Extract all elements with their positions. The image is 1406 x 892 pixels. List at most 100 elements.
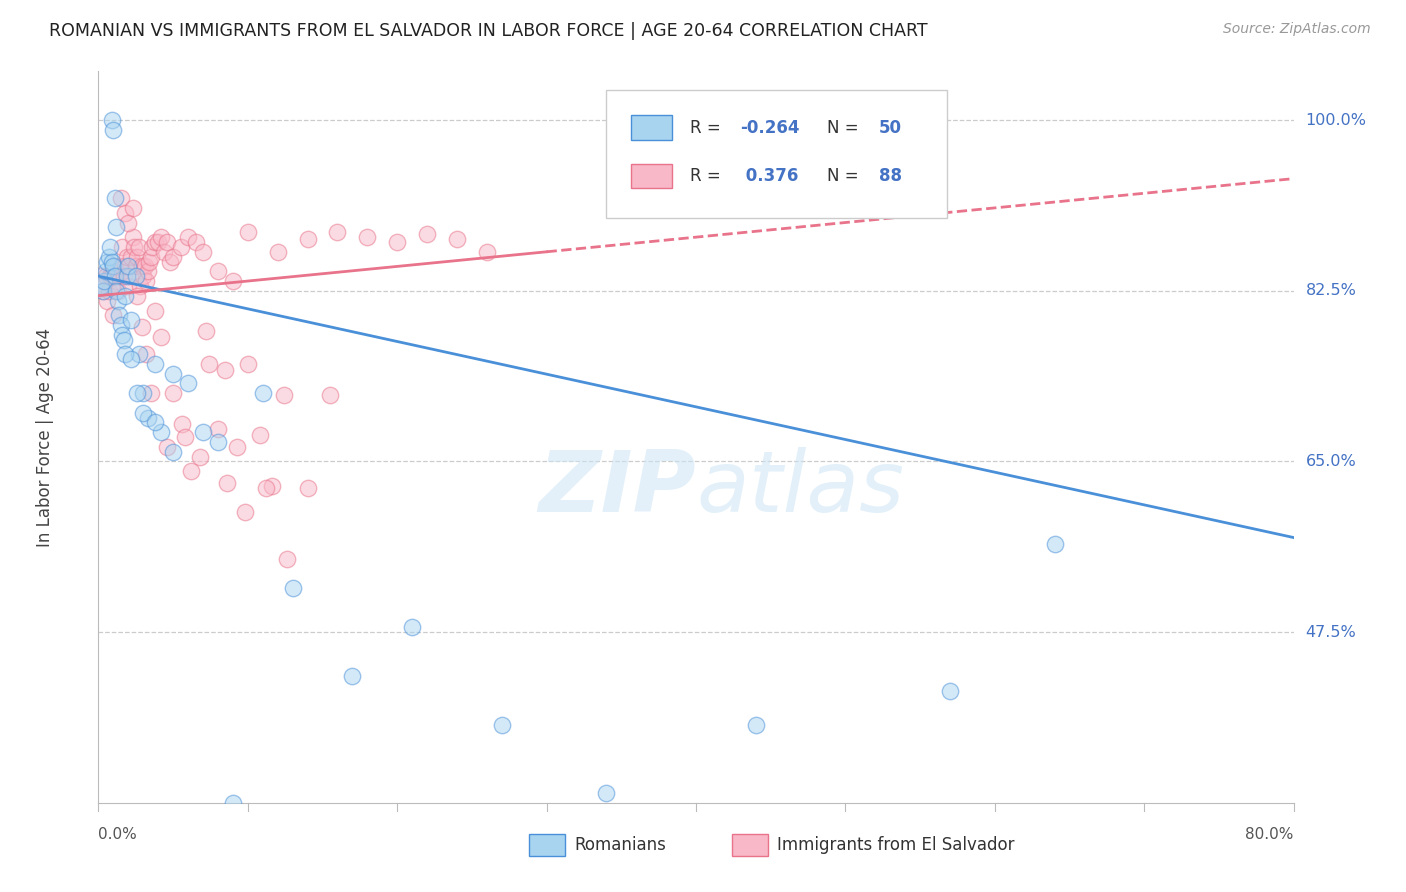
Text: R =: R = [690,167,725,185]
Point [103,123,125,137]
Point [128,240,150,254]
Text: 0.0%: 0.0% [98,827,138,842]
Point [117,215,139,229]
Point [416,227,439,242]
Text: -0.264: -0.264 [740,119,800,136]
Point [94,264,117,278]
Point [136,410,159,425]
Point [191,244,214,259]
Point [132,269,155,284]
Point [105,274,128,288]
Point [143,235,166,249]
Text: atlas: atlas [696,447,904,530]
Text: 47.5%: 47.5% [1306,624,1357,640]
Point [94,269,117,284]
Point [159,254,181,268]
Point [120,250,142,264]
Point [222,796,245,810]
Point [121,230,143,244]
Point [172,417,194,432]
Point [226,440,249,454]
Point [118,269,141,284]
Text: 0.376: 0.376 [740,167,799,185]
Point [135,347,157,361]
Point [207,434,229,449]
Point [233,505,256,519]
Point [215,475,238,490]
Point [132,386,155,401]
Text: 65.0%: 65.0% [1306,454,1357,469]
Point [111,240,134,254]
Point [475,244,498,259]
Point [162,367,184,381]
Point [101,254,124,268]
Point [939,683,962,698]
Point [125,269,148,284]
Point [249,428,271,442]
Point [156,440,179,454]
Point [177,230,200,244]
Point [207,264,229,278]
Point [114,288,136,302]
FancyBboxPatch shape [631,163,672,188]
Point [98,269,122,284]
Point [103,260,125,274]
Point [124,240,146,254]
Point [93,274,115,288]
Point [491,718,513,732]
Point [93,279,115,293]
Point [401,620,423,634]
Text: N =: N = [827,119,865,136]
Point [90,269,112,284]
Point [169,240,191,254]
Point [112,269,135,284]
Bar [733,834,768,856]
FancyBboxPatch shape [606,90,948,218]
Point [117,279,139,293]
Point [101,269,124,284]
Point [177,376,200,391]
Point [273,388,295,402]
Point [195,324,218,338]
Point [111,327,134,342]
Point [103,308,125,322]
Point [104,260,127,274]
Point [214,363,236,377]
Point [98,240,122,254]
Point [143,304,166,318]
Point [236,225,259,239]
Text: 50: 50 [879,119,901,136]
Point [319,388,342,402]
Point [108,269,131,284]
Point [297,232,319,246]
Point [107,293,129,308]
Point [150,230,173,244]
Point [1043,537,1066,551]
Point [125,260,148,274]
Point [120,313,142,327]
Point [143,416,166,430]
Point [138,254,160,268]
Text: 80.0%: 80.0% [1246,827,1294,842]
Point [135,274,157,288]
Point [254,481,277,495]
Point [207,422,229,436]
Point [91,284,114,298]
Point [131,260,153,274]
Text: R =: R = [690,119,725,136]
Point [115,269,138,284]
Point [174,430,197,444]
Point [97,284,120,298]
Point [91,284,114,298]
Point [326,225,349,239]
Text: ZIP: ZIP [538,447,696,530]
Point [267,244,290,259]
Point [191,425,214,440]
Point [252,386,274,401]
Point [134,260,156,274]
Point [121,201,143,215]
Point [156,235,179,249]
Point [153,244,176,259]
Point [97,250,120,264]
Point [198,357,221,371]
